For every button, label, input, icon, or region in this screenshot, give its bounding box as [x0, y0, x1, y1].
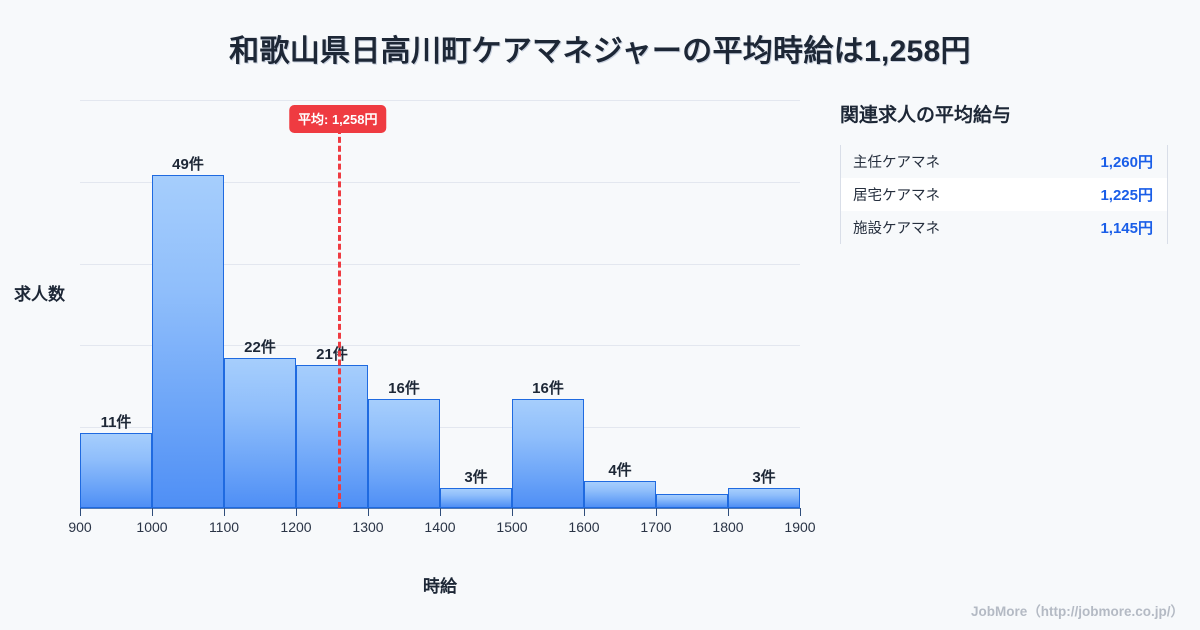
x-axis-tick-label: 900 — [68, 519, 92, 535]
average-line — [337, 128, 341, 508]
average-badge: 平均: 1,258円 — [289, 105, 387, 133]
x-axis-tick-label: 1000 — [136, 519, 168, 535]
footer-attribution: JobMore（http://jobmore.co.jp/） — [971, 604, 1184, 619]
gridline — [80, 345, 800, 346]
bar — [584, 480, 656, 508]
y-axis-title: 求人数 — [14, 285, 65, 304]
x-axis-tick-label: 1500 — [496, 519, 528, 535]
related-salary-label: 施設ケアマネ — [853, 221, 940, 237]
x-axis-tick-label: 1700 — [640, 519, 672, 535]
related-salary-value: 1,260円 — [1100, 154, 1153, 171]
related-salary-table: 主任ケアマネ 1,260円居宅ケアマネ 1,225円施設ケアマネ 1,145円 — [840, 145, 1168, 244]
bar-value-label: 4件 — [608, 461, 632, 479]
x-axis-tick — [656, 508, 657, 516]
bar — [656, 494, 728, 508]
x-axis-tick — [584, 508, 585, 516]
x-axis-tick — [296, 508, 297, 516]
x-axis-tick — [152, 508, 153, 516]
side-panel-title: 関連求人の平均給与 — [840, 105, 1012, 126]
related-salary-label: 居宅ケアマネ — [853, 188, 940, 204]
bar-value-label: 22件 — [244, 339, 276, 357]
related-salary-value: 1,225円 — [1100, 187, 1153, 204]
x-axis-tick — [512, 508, 513, 516]
x-axis-tick — [224, 508, 225, 516]
bar — [80, 433, 152, 508]
x-axis-tick-label: 1300 — [352, 519, 384, 535]
bar-value-label: 16件 — [388, 380, 420, 398]
bar-value-label: 21件 — [316, 346, 348, 364]
bar-value-label: 11件 — [100, 414, 132, 432]
x-axis-tick-label: 1800 — [712, 519, 744, 535]
related-salary-row: 居宅ケアマネ 1,225円 — [841, 178, 1167, 211]
histogram-chart: 900 1000 1100 1200 1300 1400 1500 1600 1700 1800 1… — [14, 100, 816, 596]
bar-value-label: 3件 — [464, 468, 488, 486]
bar — [728, 487, 800, 508]
x-axis-tick-label: 1600 — [568, 519, 600, 535]
bar — [224, 358, 296, 508]
x-axis-tick — [440, 508, 441, 516]
bar — [368, 399, 440, 508]
related-salary-row: 施設ケアマネ 1,145円 — [841, 211, 1167, 244]
x-axis-tick-label: 1400 — [424, 519, 456, 535]
gridline — [80, 100, 800, 101]
plot-area — [80, 100, 800, 508]
x-axis-tick-label: 1900 — [784, 519, 816, 535]
bar-value-label: 49件 — [172, 155, 204, 173]
x-axis-tick — [728, 508, 729, 516]
related-salary-row: 主任ケアマネ 1,260円 — [841, 145, 1167, 178]
x-axis-tick — [368, 508, 369, 516]
bar-value-label: 16件 — [532, 380, 564, 398]
related-salary-value: 1,145円 — [1100, 220, 1153, 237]
x-axis-tick-label: 1200 — [280, 519, 312, 535]
bar — [152, 174, 224, 508]
x-axis-tick — [800, 508, 801, 516]
bar — [512, 399, 584, 508]
gridline — [80, 182, 800, 183]
related-salary-label: 主任ケアマネ — [853, 155, 940, 171]
x-axis-tick-label: 1100 — [208, 519, 240, 535]
gridline — [80, 427, 800, 428]
page-title: 和歌山県日高川町ケアマネジャーの平均時給は1,258円 — [229, 35, 971, 68]
gridline — [80, 264, 800, 265]
bar-value-label: 3件 — [752, 468, 776, 486]
bar — [296, 365, 368, 508]
x-axis-title: 時給 — [423, 577, 457, 596]
x-axis-tick — [80, 508, 81, 516]
bar — [440, 487, 512, 508]
related-salary-panel: 関連求人の平均給与 主任ケアマネ 1,260円居宅ケアマネ 1,225円施設ケアマネ… — [838, 100, 1180, 244]
